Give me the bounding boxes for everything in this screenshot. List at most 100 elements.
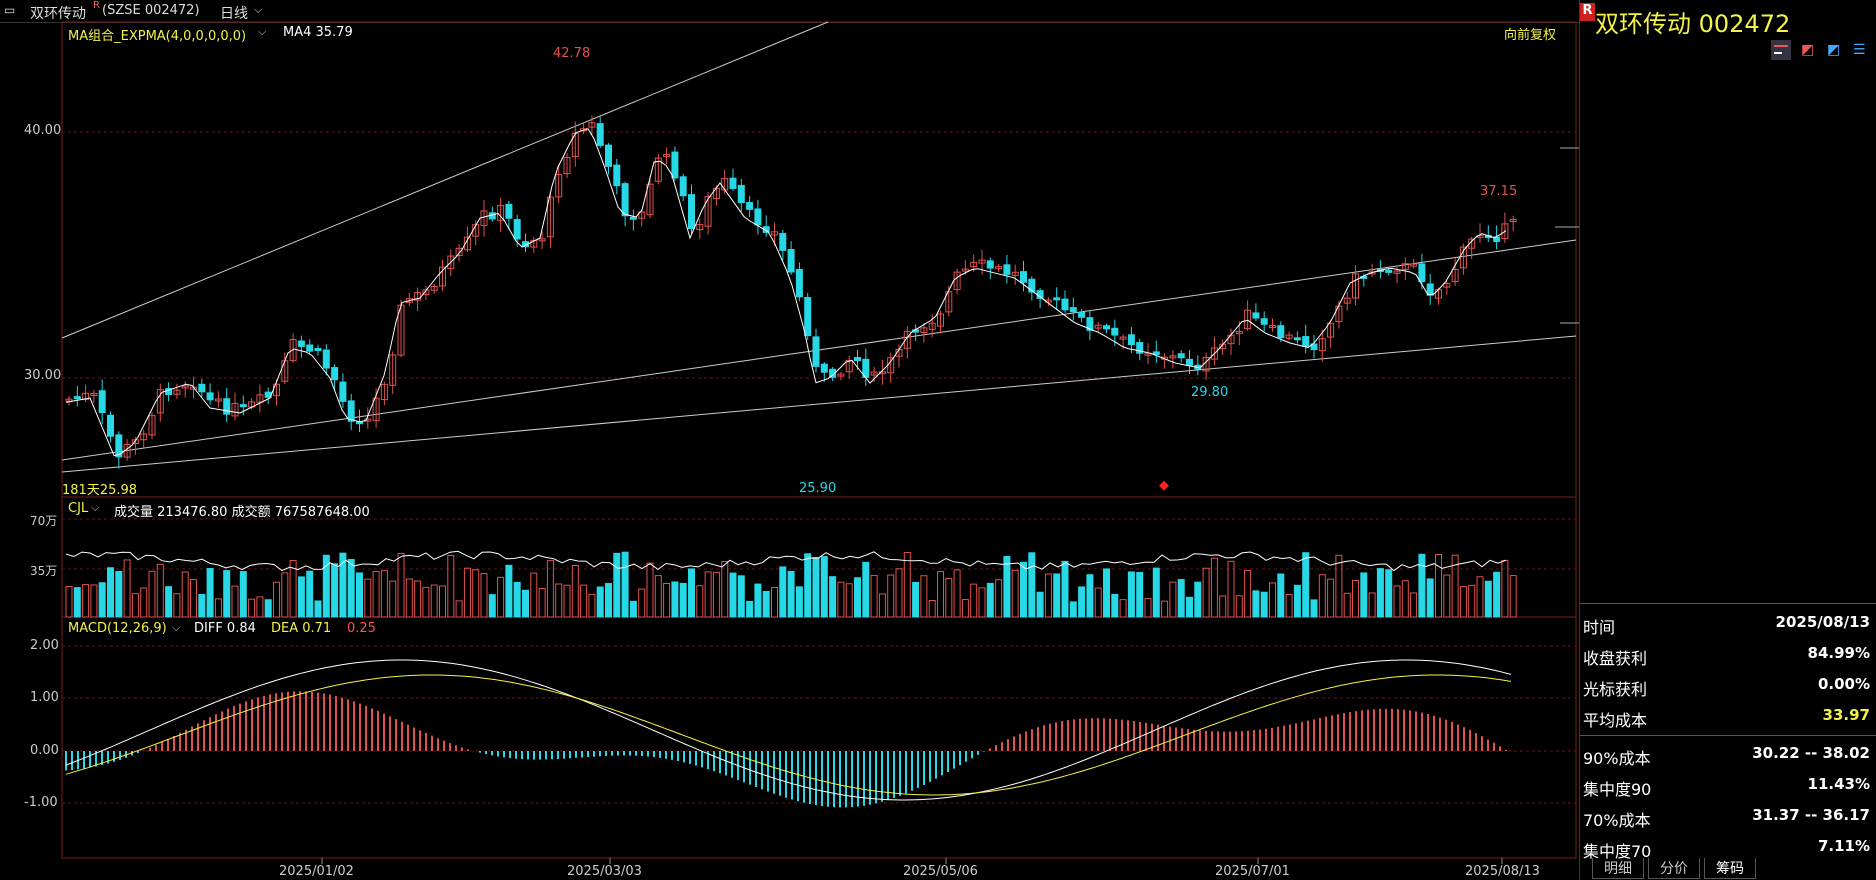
high-annotation: 42.78	[553, 46, 591, 61]
volume-bar	[1011, 569, 1019, 618]
superscript: R	[93, 0, 100, 11]
candle-body	[937, 313, 944, 327]
candle-body	[961, 268, 969, 272]
candle-body	[1252, 312, 1260, 319]
volume-bar	[73, 587, 81, 618]
flag-icon[interactable]: ◩	[1801, 42, 1815, 58]
candle-body	[1260, 318, 1268, 325]
volume-bar	[878, 593, 886, 618]
volume-bar	[472, 569, 480, 618]
candle-body	[322, 349, 330, 369]
volume-bar	[787, 570, 795, 618]
volume-bar	[414, 580, 422, 618]
tab-chips[interactable]: 筹码	[1704, 858, 1756, 879]
chevron-down-icon[interactable]: ⌵	[172, 621, 181, 634]
candle-body	[1136, 342, 1144, 354]
volume-bar	[339, 552, 347, 618]
candle-body	[239, 404, 247, 408]
volume-bar	[937, 571, 944, 618]
volume-bar	[895, 568, 903, 618]
volume-bar	[1459, 586, 1467, 618]
low-annotation: 25.90	[799, 481, 837, 496]
candle-body	[1277, 325, 1285, 339]
volume-bar	[746, 600, 754, 618]
flag-icon-blue[interactable]: ◩	[1827, 42, 1841, 58]
volume-bar	[248, 598, 256, 618]
candle-body	[1177, 353, 1185, 359]
date-axis-tick: 2025/08/13	[1465, 864, 1540, 879]
volume-bar	[870, 574, 878, 618]
candle-body	[90, 392, 98, 396]
chevron-down-icon[interactable]: ⌵	[258, 25, 267, 38]
candle-body	[331, 367, 339, 381]
volume-bar	[555, 583, 563, 618]
candle-body	[771, 231, 778, 236]
candle-body	[505, 203, 513, 219]
trendline	[61, 335, 1577, 473]
candle-body	[779, 233, 787, 251]
candle-body	[1028, 278, 1036, 293]
stock-name: 双环传动	[30, 6, 86, 22]
candle-body	[654, 157, 662, 182]
tab-price-dist[interactable]: 分价	[1648, 858, 1700, 879]
date-axis-tick: 2025/07/01	[1215, 864, 1290, 879]
volume-bar	[1484, 580, 1492, 618]
candle-body	[729, 177, 737, 189]
volume-bar	[953, 569, 961, 618]
candle-body	[463, 236, 471, 251]
candle-body	[663, 154, 671, 158]
volume-bar	[1352, 579, 1359, 618]
volume-bar	[397, 552, 405, 618]
volume-bar	[198, 593, 206, 618]
chevron-down-icon[interactable]: ⌵	[254, 3, 263, 16]
volume-bar	[1177, 579, 1185, 618]
diff-value: DIFF 0.84	[194, 621, 256, 636]
volume-bar	[1186, 596, 1193, 618]
macd-indicator-label[interactable]: MACD(12,26,9)	[68, 621, 167, 636]
candle-body	[1094, 324, 1102, 329]
candle-body	[1410, 263, 1418, 267]
candle-body	[1186, 358, 1193, 366]
volume-bar	[297, 576, 305, 618]
candle-body	[837, 373, 845, 377]
candle-body	[1459, 246, 1467, 269]
volume-bar	[1086, 574, 1094, 618]
candle-body	[1468, 238, 1476, 249]
candle-body	[1210, 347, 1218, 360]
candle-body	[1235, 330, 1243, 334]
volume-bar	[837, 581, 845, 618]
volume-bar	[1443, 574, 1451, 618]
volume-bar	[1360, 572, 1368, 618]
volume-bar	[289, 560, 297, 618]
volume-indicator-label[interactable]: CJL	[68, 501, 89, 516]
menu-icon[interactable]: ☰	[1853, 42, 1866, 58]
candle-body	[1127, 334, 1135, 346]
volume-bar	[430, 584, 438, 618]
volume-bar	[845, 583, 853, 618]
volume-bar	[721, 561, 729, 618]
candle-body	[1310, 343, 1318, 351]
list-icon[interactable]	[1771, 40, 1791, 60]
period-selector[interactable]: 日线	[220, 6, 248, 22]
volume-bar	[1252, 590, 1260, 618]
volume-bar	[654, 575, 662, 618]
candle-body	[364, 418, 372, 422]
candle-body	[804, 297, 812, 337]
candle-body	[214, 398, 222, 402]
ma-line	[65, 128, 1507, 457]
chevron-down-icon[interactable]: ⌵	[91, 501, 100, 514]
volume-bar	[1368, 592, 1376, 618]
tab-detail[interactable]: 明细	[1592, 858, 1644, 879]
candle-body	[920, 327, 928, 333]
volume-bar	[928, 599, 936, 618]
volume-bar	[1111, 593, 1119, 618]
divider	[1580, 603, 1876, 604]
volume-bar	[1169, 581, 1177, 618]
main-indicator-label[interactable]: MA组合_EXPMA(4,0,0,0,0,0)	[68, 29, 247, 44]
adjust-mode[interactable]: 向前复权	[1504, 28, 1557, 43]
date-axis-tick: 2025/03/03	[567, 864, 642, 879]
candle-body	[1011, 271, 1019, 276]
volume-bar	[281, 572, 289, 618]
volume-bar	[372, 570, 380, 618]
candle-body	[1020, 271, 1027, 283]
